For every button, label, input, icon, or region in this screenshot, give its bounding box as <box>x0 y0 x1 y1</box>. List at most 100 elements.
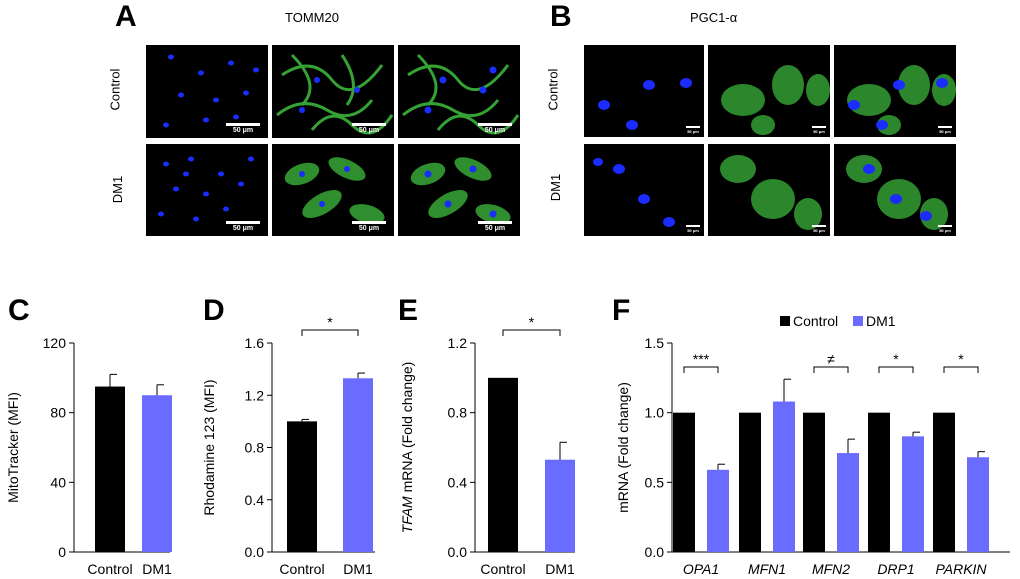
scale-bar: 50 μm <box>226 123 260 134</box>
micrograph-a-dm1-dapi: 50 μm <box>146 144 268 236</box>
x-tick-label: DM1 <box>343 561 373 577</box>
x-tick-label: MFN1 <box>748 561 786 577</box>
significance-marker: ≠ <box>827 351 835 367</box>
scale-bar: 50 μm <box>938 225 952 233</box>
bar-dm1-opa1 <box>707 469 729 552</box>
scale-bar: 50 μm <box>226 221 260 232</box>
bar-control <box>287 421 317 552</box>
merge-image <box>410 157 511 224</box>
bar-control-drp1 <box>868 412 890 552</box>
micrograph-a-control-tomm20: 50 μm <box>272 45 394 138</box>
nuclei-dapi-image <box>163 54 259 128</box>
scale-bar: 50 μm <box>686 225 700 233</box>
panel-b-title: PGC1-α <box>690 10 738 25</box>
significance-bracket <box>683 366 719 373</box>
significance-bracket <box>878 366 914 373</box>
bar-control <box>488 377 518 552</box>
micrograph-b-control-pgc1a: 50 μm <box>708 45 830 137</box>
bar-dm1 <box>142 395 172 552</box>
micrograph-a-dm1-merge: 50 μm <box>398 144 520 236</box>
legend-swatch-dm1 <box>853 316 863 326</box>
y-axis-label: Rhodamine 123 (MFI) <box>201 379 217 515</box>
significance-marker: * <box>529 314 535 330</box>
x-tick-label: DRP1 <box>877 561 914 577</box>
y-axis-label: MitoTracker (MFI) <box>5 392 21 503</box>
panel-letter-e: E <box>398 294 418 327</box>
tomm20-stain-image <box>284 157 385 224</box>
micrograph-b-dm1-dapi: 50 μm <box>584 144 704 236</box>
y-tick-label: 0.0 <box>448 544 468 560</box>
micrograph-b-control-dapi: 50 μm <box>584 45 704 137</box>
scale-bar: 50 μm <box>478 221 512 232</box>
bar-dm1-mfn2 <box>837 453 859 552</box>
panel-letter-b: B <box>550 0 572 33</box>
micrograph-a-control-dapi: 50 μm <box>146 45 268 138</box>
bar-dm1-mfn1 <box>773 401 795 552</box>
y-axis-label: TFAM mRNA (Fold change) <box>399 362 415 534</box>
legend-label-dm1: DM1 <box>866 313 896 329</box>
bar-dm1-parkin <box>967 457 989 552</box>
x-tick-label: Control <box>87 561 132 577</box>
scale-bar: 50 μm <box>478 123 512 134</box>
significance-bracket <box>301 329 359 336</box>
y-tick-label: 0.0 <box>645 544 665 560</box>
bar-control-opa1 <box>673 412 695 552</box>
significance-marker: * <box>958 351 964 367</box>
significance-bracket <box>813 366 849 373</box>
bar-dm1 <box>343 378 373 552</box>
merge-image <box>847 65 956 135</box>
panel-letter-f: F <box>612 294 630 327</box>
scale-bar: 50 μm <box>812 225 826 233</box>
panel-letter-c: C <box>8 294 30 327</box>
micrograph-a-dm1-tomm20: 50 μm <box>272 144 394 236</box>
y-tick-label: 0.5 <box>645 474 665 490</box>
scale-bar: 50 μm <box>686 126 700 134</box>
y-tick-label: 80 <box>50 405 66 421</box>
pgc1a-stain-image <box>720 155 822 230</box>
micrograph-b-dm1-merge: 50 μm <box>834 144 956 236</box>
y-tick-label: 0 <box>58 544 66 560</box>
bar-dm1-drp1 <box>902 436 924 552</box>
y-tick-label: 1.2 <box>245 387 265 403</box>
bar-dm1 <box>545 459 575 552</box>
panel-a-title: TOMM20 <box>285 10 339 25</box>
y-tick-label: 1.2 <box>448 335 468 351</box>
tomm20-stain-image <box>276 53 394 135</box>
y-tick-label: 0.0 <box>245 544 265 560</box>
y-axis-label: mRNA (Fold change) <box>615 382 631 513</box>
y-tick-label: 0.4 <box>245 492 265 508</box>
significance-marker: * <box>327 314 333 330</box>
x-tick-label: Control <box>480 561 525 577</box>
y-tick-label: 0.4 <box>448 474 468 490</box>
significance-marker: *** <box>693 351 710 367</box>
micrograph-a-control-merge: 50 μm <box>398 45 520 138</box>
x-tick-label: MFN2 <box>812 561 850 577</box>
nuclei-dapi-image <box>593 158 675 227</box>
x-tick-label: DM1 <box>545 561 575 577</box>
legend-label-control: Control <box>793 313 838 329</box>
y-tick-label: 120 <box>43 335 67 351</box>
y-tick-label: 0.8 <box>448 405 468 421</box>
nuclei-dapi-image <box>158 156 254 222</box>
bar-control-parkin <box>933 412 955 552</box>
micrograph-b-dm1-pgc1a: 50 μm <box>708 144 830 236</box>
scale-bar: 50 μm <box>938 126 952 134</box>
bar-control-mfn2 <box>803 412 825 552</box>
significance-marker: * <box>893 351 899 367</box>
micrograph-b-control-merge: 50 μm <box>834 45 956 137</box>
x-tick-label: DM1 <box>142 561 172 577</box>
y-tick-label: 40 <box>50 474 66 490</box>
nuclei-dapi-image <box>598 78 692 130</box>
pgc1a-stain-image <box>721 65 830 135</box>
panel-letter-d: D <box>203 294 225 327</box>
y-tick-label: 1.6 <box>245 335 265 351</box>
legend-swatch-control <box>780 316 790 326</box>
scale-bar: 50 μm <box>352 221 386 232</box>
bar-control-mfn1 <box>739 412 761 552</box>
panel-letter-a: A <box>115 0 137 33</box>
y-tick-label: 0.8 <box>245 440 265 456</box>
y-tick-label: 1.5 <box>645 335 665 351</box>
scale-bar: 50 μm <box>352 123 386 134</box>
merge-image <box>846 155 948 230</box>
